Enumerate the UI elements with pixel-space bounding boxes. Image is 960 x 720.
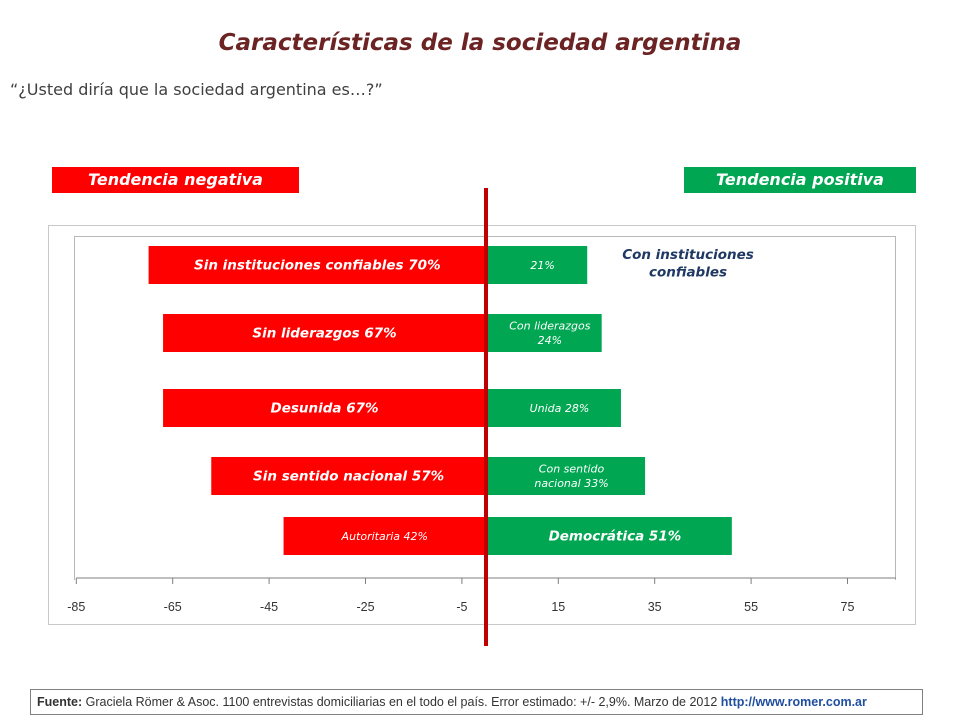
negative-bar — [283, 517, 486, 555]
x-tick-label: 75 — [841, 600, 855, 614]
negative-bar-label: Sin instituciones confiables 70% — [194, 258, 441, 274]
positive-bar — [486, 389, 621, 427]
source-footnote: Fuente: Graciela Römer & Asoc. 1100 entr… — [30, 689, 923, 715]
chart-frame — [48, 225, 916, 625]
bar-annotation: Con instituciones confiables — [622, 247, 754, 281]
negative-bar-label: Sin sentido nacional 57% — [253, 469, 444, 485]
negative-bar — [163, 314, 486, 352]
positive-bar-label: Con sentido nacional 33% — [534, 463, 608, 490]
source-label: Fuente: — [37, 695, 83, 709]
positive-bar — [486, 314, 602, 352]
x-tick-label: -85 — [67, 600, 85, 614]
x-tick-label: 35 — [648, 600, 662, 614]
negative-bar — [211, 457, 486, 495]
negative-bar-label: Sin liderazgos 67% — [252, 326, 396, 342]
positive-trend-header: Tendencia positiva — [684, 167, 916, 193]
x-tick-label: 55 — [744, 600, 758, 614]
x-tick-label: 15 — [551, 600, 565, 614]
page-title: Características de la sociedad argentina — [218, 30, 742, 56]
center-divider-line — [484, 188, 488, 646]
positive-bar-label: 21% — [530, 259, 554, 272]
source-link[interactable]: http://www.romer.com.ar — [720, 695, 867, 709]
x-tick-label: -45 — [260, 600, 278, 614]
negative-bar — [163, 389, 486, 427]
survey-question: “¿Usted diría que la sociedad argentina … — [10, 80, 383, 99]
negative-bar-label: Autoritaria 42% — [341, 530, 428, 543]
negative-bar-label: Desunida 67% — [271, 401, 379, 417]
positive-bar-label: Unida 28% — [530, 402, 590, 415]
negative-bar — [148, 246, 486, 284]
positive-bar — [486, 517, 732, 555]
positive-bar-label: Democrática 51% — [549, 529, 682, 545]
negative-trend-header: Tendencia negativa — [52, 167, 299, 193]
x-tick-label: -5 — [456, 600, 467, 614]
positive-bar — [486, 246, 588, 284]
source-text: Graciela Römer & Asoc. 1100 entrevistas … — [82, 695, 721, 709]
positive-bar — [486, 457, 646, 495]
x-tick-label: -25 — [356, 600, 374, 614]
positive-bar-label: Con liderazgos 24% — [509, 320, 590, 347]
x-tick-label: -65 — [164, 600, 182, 614]
